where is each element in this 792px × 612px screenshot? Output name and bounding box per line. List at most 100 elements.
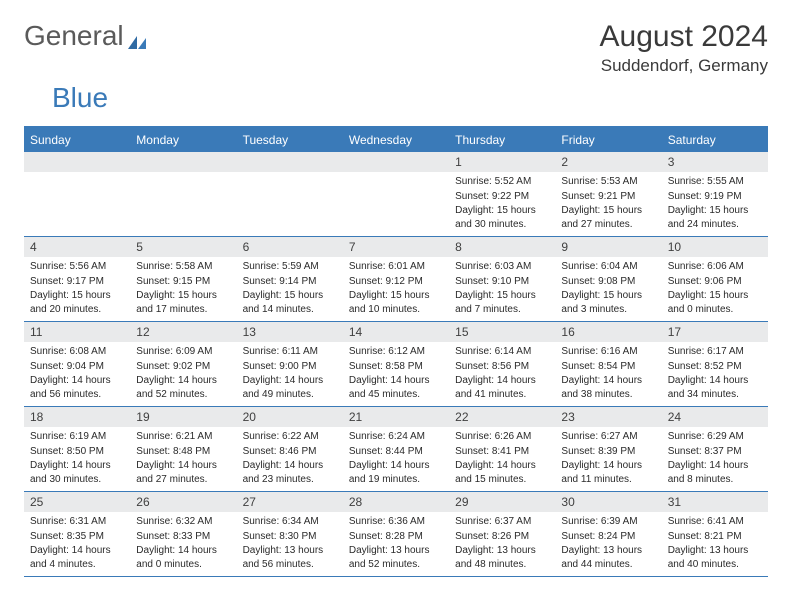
dow-saturday: Saturday	[662, 128, 768, 152]
sunrise-text: Sunrise: 6:06 AM	[668, 260, 762, 274]
day-body: Sunrise: 6:09 AMSunset: 9:02 PMDaylight:…	[130, 342, 236, 406]
day-cell: 14Sunrise: 6:12 AMSunset: 8:58 PMDayligh…	[343, 322, 449, 406]
dow-thursday: Thursday	[449, 128, 555, 152]
calendar-page: General August 2024 Suddendorf, Germany …	[0, 0, 792, 597]
day-cell: 11Sunrise: 6:08 AMSunset: 9:04 PMDayligh…	[24, 322, 130, 406]
day-cell: 25 Sunrise: 6:31 AMSunset: 8:35 PMDayligh…	[24, 492, 130, 576]
sunrise-text: Sunrise: 6:24 AM	[349, 430, 443, 444]
sunrise-text: Sunrise: 6:26 AM	[455, 430, 549, 444]
sunrise-text: Sunrise: 6:03 AM	[455, 260, 549, 274]
day-body: Sunrise: 5:58 AMSunset: 9:15 PMDaylight:…	[130, 257, 236, 321]
day-number: 26	[130, 492, 236, 512]
sunset-text: Sunset: 8:46 PM	[243, 445, 337, 459]
sunrise-text: Sunrise: 6:31 AM	[30, 515, 124, 529]
day-number: 21	[343, 407, 449, 427]
sunrise-text: Sunrise: 6:27 AM	[561, 430, 655, 444]
sunset-text: Sunset: 9:17 PM	[30, 275, 124, 289]
day-cell: 27Sunrise: 6:34 AMSunset: 8:30 PMDayligh…	[237, 492, 343, 576]
day-cell: 10Sunrise: 6:06 AMSunset: 9:06 PMDayligh…	[662, 237, 768, 321]
day-number: 8	[449, 237, 555, 257]
day-number: 14	[343, 322, 449, 342]
sunrise-text: Sunrise: 5:59 AM	[243, 260, 337, 274]
sunset-text: Sunset: 8:39 PM	[561, 445, 655, 459]
sunset-text: Sunset: 8:35 PM	[30, 530, 124, 544]
day-body: Sunrise: 5:52 AMSunset: 9:22 PMDaylight:…	[449, 172, 555, 236]
sunset-text: Sunset: 9:12 PM	[349, 275, 443, 289]
sunset-text: Sunset: 9:02 PM	[136, 360, 230, 374]
dow-friday: Friday	[555, 128, 661, 152]
daylight-text: Daylight: 14 hours and 4 minutes.	[30, 544, 124, 571]
day-body: Sunrise: 6:04 AMSunset: 9:08 PMDaylight:…	[555, 257, 661, 321]
sunrise-text: Sunrise: 6:22 AM	[243, 430, 337, 444]
sunset-text: Sunset: 8:50 PM	[30, 445, 124, 459]
day-cell: 9Sunrise: 6:04 AMSunset: 9:08 PMDaylight…	[555, 237, 661, 321]
day-cell: 19Sunrise: 6:21 AMSunset: 8:48 PMDayligh…	[130, 407, 236, 491]
day-cell: 4Sunrise: 5:56 AMSunset: 9:17 PMDaylight…	[24, 237, 130, 321]
sunset-text: Sunset: 8:24 PM	[561, 530, 655, 544]
sunrise-text: Sunrise: 6:29 AM	[668, 430, 762, 444]
sunset-text: Sunset: 8:33 PM	[136, 530, 230, 544]
sunrise-text: Sunrise: 6:17 AM	[668, 345, 762, 359]
daylight-text: Daylight: 14 hours and 19 minutes.	[349, 459, 443, 486]
day-body: Sunrise: 6:03 AMSunset: 9:10 PMDaylight:…	[449, 257, 555, 321]
day-body: Sunrise: 6:21 AMSunset: 8:48 PMDaylight:…	[130, 427, 236, 491]
day-cell: 1Sunrise: 5:52 AMSunset: 9:22 PMDaylight…	[449, 152, 555, 236]
day-cell	[130, 152, 236, 236]
day-body: Sunrise: 6:32 AMSunset: 8:33 PMDaylight:…	[130, 512, 236, 576]
day-body: Sunrise: 6:17 AMSunset: 8:52 PMDaylight:…	[662, 342, 768, 406]
sunrise-text: Sunrise: 5:52 AM	[455, 175, 549, 189]
day-body: Sunrise: 6:29 AMSunset: 8:37 PMDaylight:…	[662, 427, 768, 491]
sunrise-text: Sunrise: 6:19 AM	[30, 430, 124, 444]
day-number: 30	[555, 492, 661, 512]
week-row: 11Sunrise: 6:08 AMSunset: 9:04 PMDayligh…	[24, 322, 768, 407]
sunset-text: Sunset: 8:30 PM	[243, 530, 337, 544]
daylight-text: Daylight: 15 hours and 17 minutes.	[136, 289, 230, 316]
day-number: 24	[662, 407, 768, 427]
daylight-text: Daylight: 13 hours and 48 minutes.	[455, 544, 549, 571]
sunrise-text: Sunrise: 6:41 AM	[668, 515, 762, 529]
week-row: 18Sunrise: 6:19 AMSunset: 8:50 PMDayligh…	[24, 407, 768, 492]
day-number: 25	[24, 492, 130, 512]
sunset-text: Sunset: 9:22 PM	[455, 190, 549, 204]
daylight-text: Daylight: 14 hours and 8 minutes.	[668, 459, 762, 486]
sunrise-text: Sunrise: 6:01 AM	[349, 260, 443, 274]
sunset-text: Sunset: 8:28 PM	[349, 530, 443, 544]
day-cell: 15Sunrise: 6:14 AMSunset: 8:56 PMDayligh…	[449, 322, 555, 406]
sunset-text: Sunset: 8:26 PM	[455, 530, 549, 544]
sunrise-text: Sunrise: 6:12 AM	[349, 345, 443, 359]
daylight-text: Daylight: 14 hours and 11 minutes.	[561, 459, 655, 486]
day-number: 18	[24, 407, 130, 427]
sunset-text: Sunset: 9:19 PM	[668, 190, 762, 204]
daylight-text: Daylight: 14 hours and 15 minutes.	[455, 459, 549, 486]
day-cell: 13Sunrise: 6:11 AMSunset: 9:00 PMDayligh…	[237, 322, 343, 406]
daylight-text: Daylight: 15 hours and 24 minutes.	[668, 204, 762, 231]
sunrise-text: Sunrise: 6:32 AM	[136, 515, 230, 529]
sunrise-text: Sunrise: 5:58 AM	[136, 260, 230, 274]
day-body: Sunrise: 6:34 AMSunset: 8:30 PMDaylight:…	[237, 512, 343, 576]
daylight-text: Daylight: 15 hours and 30 minutes.	[455, 204, 549, 231]
week-row: 4Sunrise: 5:56 AMSunset: 9:17 PMDaylight…	[24, 237, 768, 322]
daylight-text: Daylight: 14 hours and 0 minutes.	[136, 544, 230, 571]
sunset-text: Sunset: 9:21 PM	[561, 190, 655, 204]
sunset-text: Sunset: 9:15 PM	[136, 275, 230, 289]
day-body: Sunrise: 5:53 AMSunset: 9:21 PMDaylight:…	[555, 172, 661, 236]
sunrise-text: Sunrise: 6:16 AM	[561, 345, 655, 359]
daylight-text: Daylight: 14 hours and 38 minutes.	[561, 374, 655, 401]
title-block: August 2024 Suddendorf, Germany	[600, 20, 768, 76]
daylight-text: Daylight: 14 hours and 52 minutes.	[136, 374, 230, 401]
day-number: 1	[449, 152, 555, 172]
daylight-text: Daylight: 15 hours and 27 minutes.	[561, 204, 655, 231]
sunset-text: Sunset: 9:10 PM	[455, 275, 549, 289]
daylight-text: Daylight: 15 hours and 10 minutes.	[349, 289, 443, 316]
sunset-text: Sunset: 9:14 PM	[243, 275, 337, 289]
day-number: 22	[449, 407, 555, 427]
day-body: Sunrise: 6:37 AMSunset: 8:26 PMDaylight:…	[449, 512, 555, 576]
day-number: 28	[343, 492, 449, 512]
day-number: 5	[130, 237, 236, 257]
sunset-text: Sunset: 8:48 PM	[136, 445, 230, 459]
brand-logo-line2: Blue	[24, 82, 768, 114]
sunset-text: Sunset: 8:21 PM	[668, 530, 762, 544]
day-body: Sunrise: 6:19 AMSunset: 8:50 PMDaylight:…	[24, 427, 130, 491]
day-number	[130, 152, 236, 172]
daylight-text: Daylight: 14 hours and 34 minutes.	[668, 374, 762, 401]
